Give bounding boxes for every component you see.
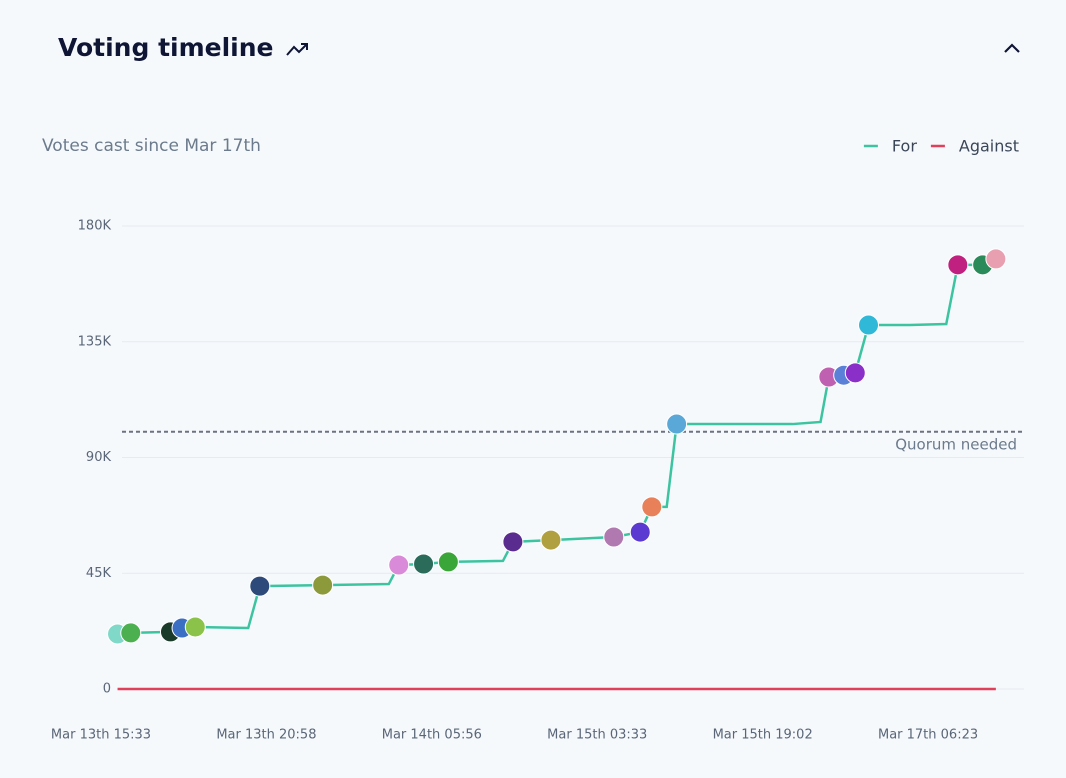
voter-avatar xyxy=(184,616,206,638)
chart-title: Voting timeline xyxy=(58,33,274,62)
voter-avatar xyxy=(947,254,969,276)
collapse-chevron[interactable] xyxy=(1004,43,1020,53)
y-tick-label: 90K xyxy=(86,450,112,465)
voter-avatar xyxy=(312,574,334,596)
voter-avatar xyxy=(120,622,142,644)
voter-avatar xyxy=(629,521,651,543)
y-tick-label: 180K xyxy=(78,219,112,234)
voter-avatar xyxy=(985,248,1007,270)
legend-label: For xyxy=(892,137,917,156)
voter-avatar xyxy=(641,496,663,518)
x-tick-label: Mar 13th 20:58 xyxy=(216,728,316,743)
chart-subtitle: Votes cast since Mar 17th xyxy=(42,136,261,156)
trend-icon xyxy=(286,43,308,56)
voter-avatar xyxy=(666,413,688,435)
quorum-label: Quorum needed xyxy=(895,435,1017,453)
voter-avatar xyxy=(502,531,524,553)
voter-avatar xyxy=(540,529,562,551)
y-tick-label: 135K xyxy=(78,334,112,349)
y-tick-label: 45K xyxy=(86,566,112,581)
y-tick-label: 0 xyxy=(103,682,111,697)
voter-avatar xyxy=(858,314,880,336)
voter-avatar xyxy=(603,526,625,548)
voter-avatar xyxy=(437,551,459,573)
voter-avatar xyxy=(388,554,410,576)
voter-avatar xyxy=(249,575,271,597)
x-tick-label: Mar 15th 03:33 xyxy=(547,728,647,743)
legend-label: Against xyxy=(959,137,1019,156)
voter-avatar xyxy=(413,553,435,575)
x-tick-label: Mar 17th 06:23 xyxy=(878,728,978,743)
x-tick-label: Mar 15th 19:02 xyxy=(713,728,813,743)
x-tick-label: Mar 13th 15:33 xyxy=(51,728,151,743)
x-tick-label: Mar 14th 05:56 xyxy=(382,728,482,743)
voter-avatar xyxy=(844,362,866,384)
